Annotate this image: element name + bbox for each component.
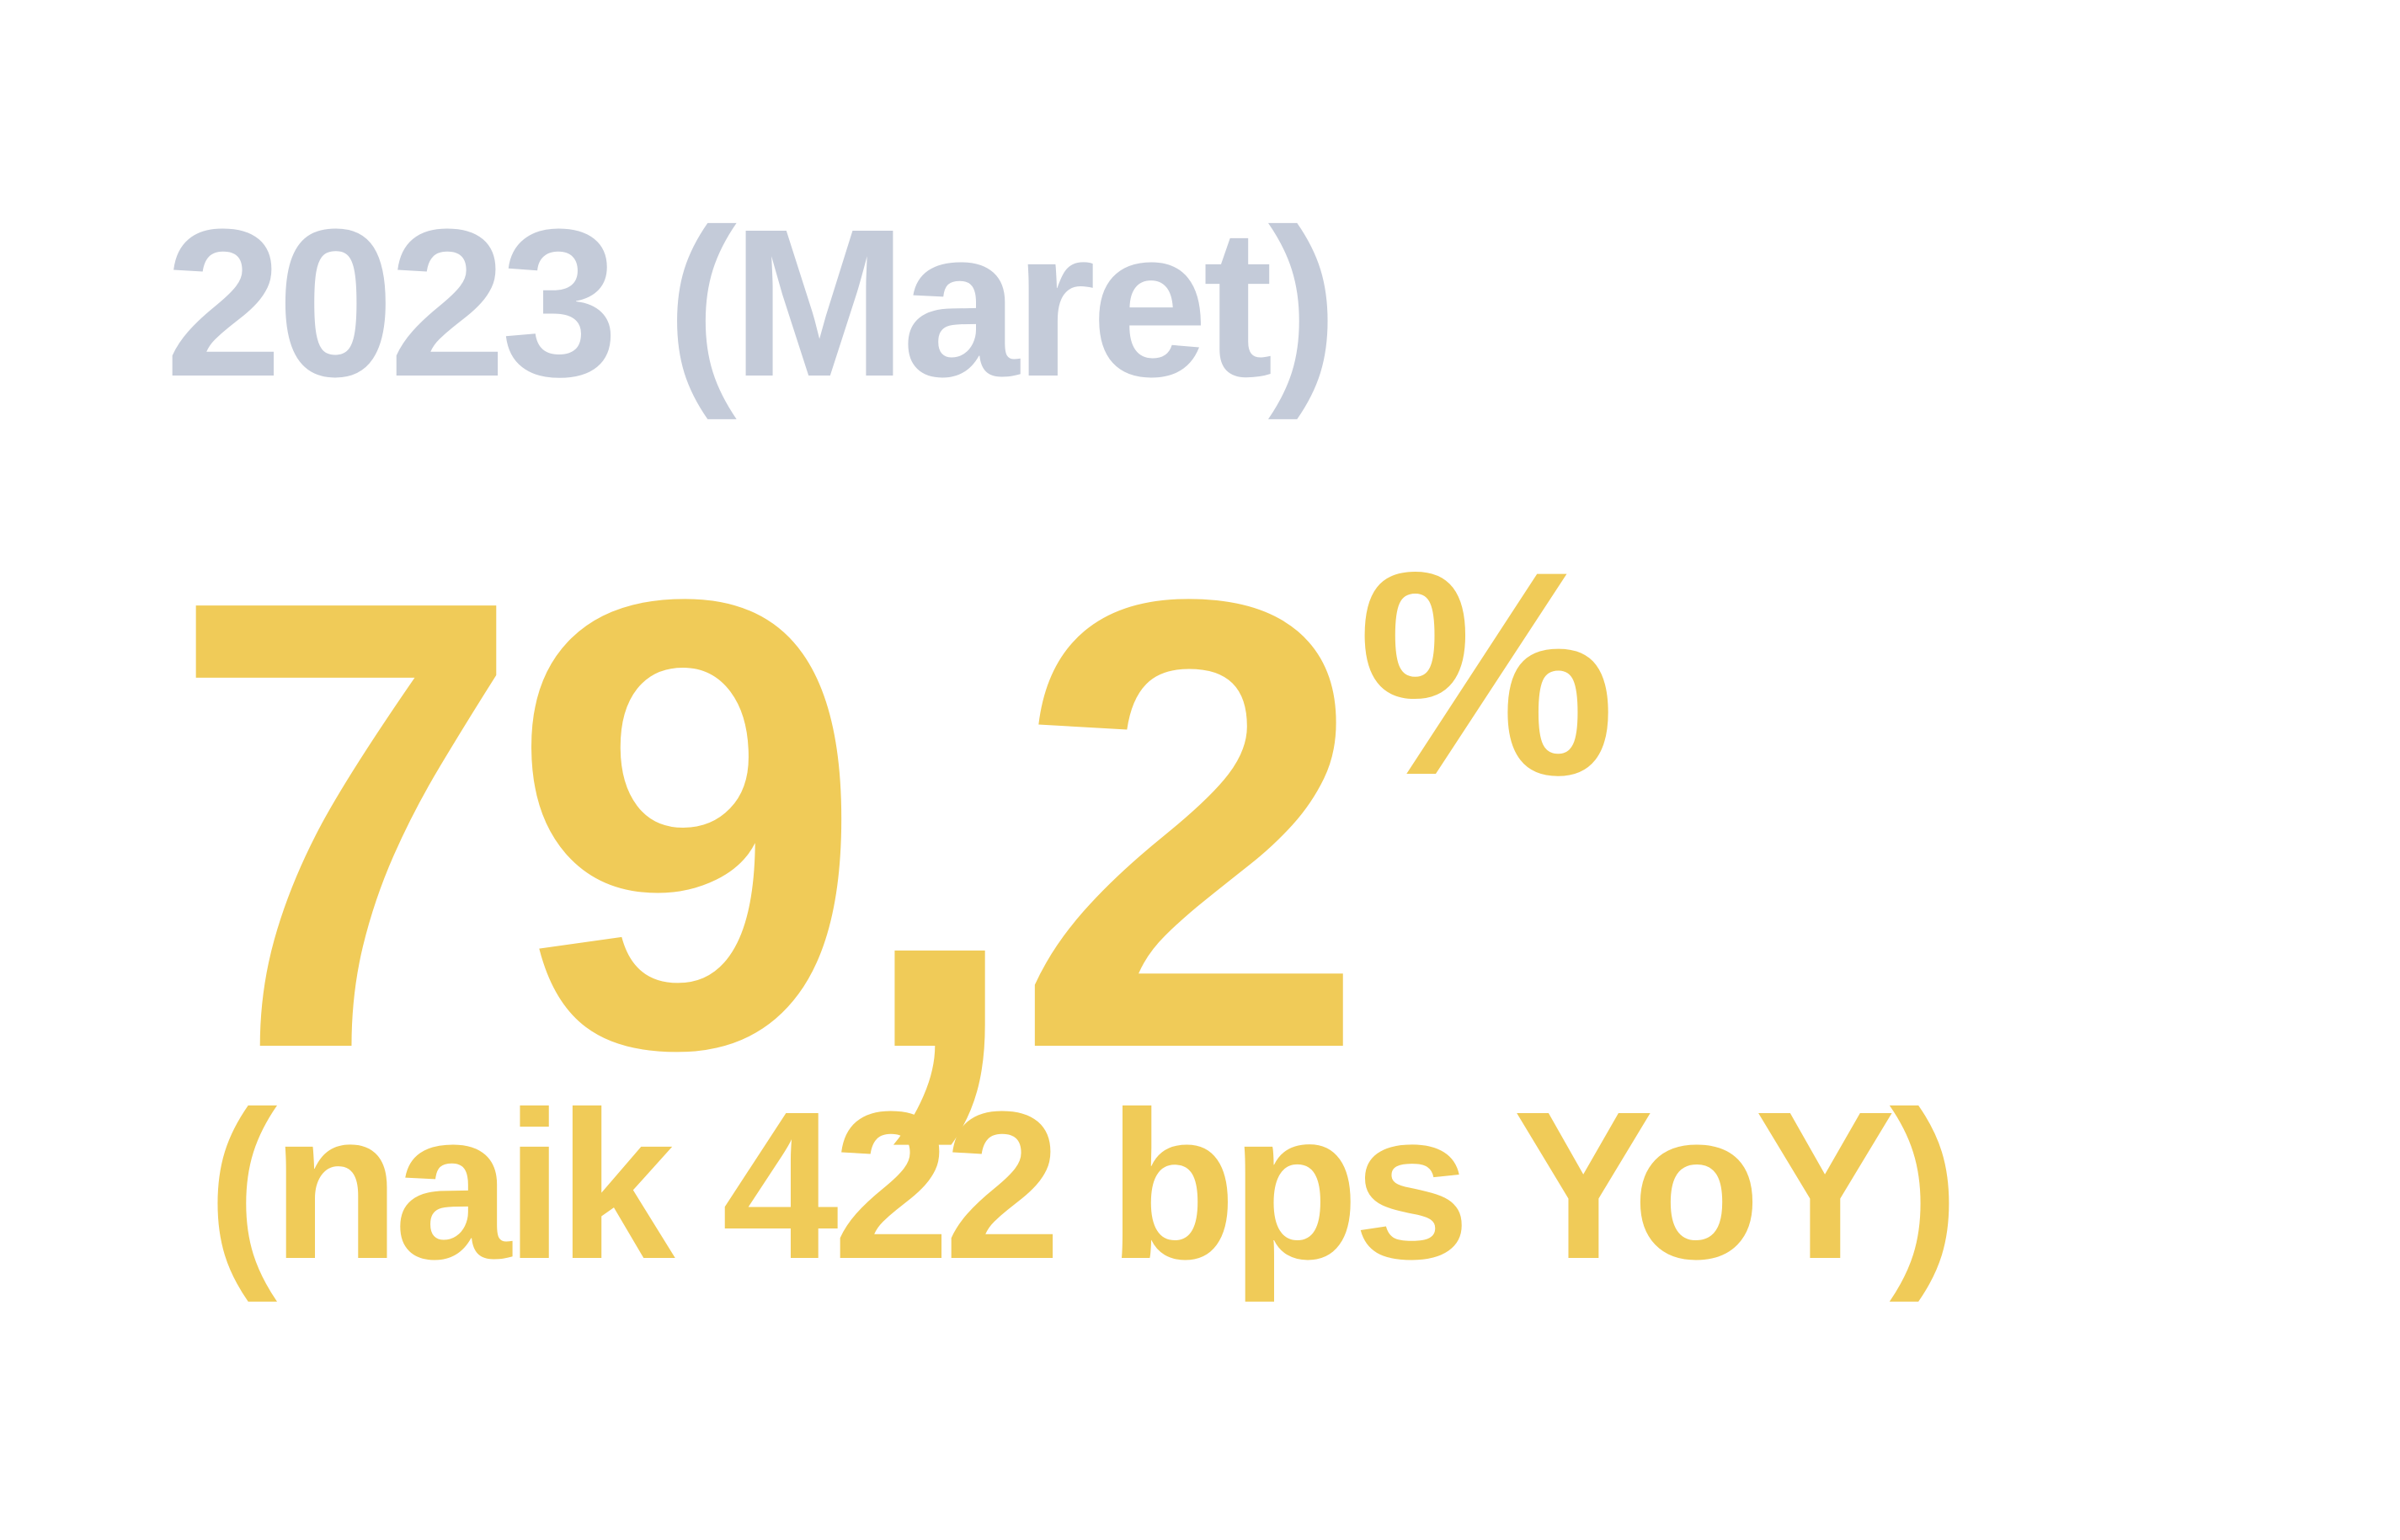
change-note: (naik 422 bps YoY) [207,1068,1960,1303]
period-label: 2023 (Maret) [165,185,1338,420]
percent-sign: % [1357,512,1616,836]
big-value: 79,2 [168,467,1368,1182]
